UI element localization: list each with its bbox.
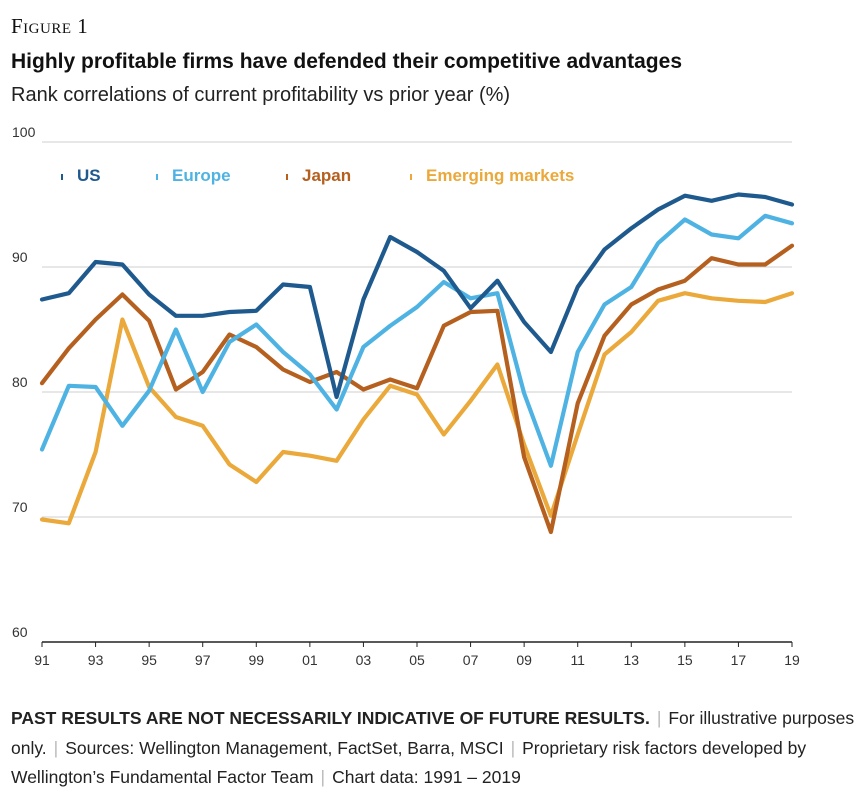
series-line-emerging-markets xyxy=(39,291,795,526)
disclaimer: PAST RESULTS ARE NOT NECESSARILY INDICAT… xyxy=(11,708,650,728)
x-tick-label: 07 xyxy=(463,652,479,668)
chart-data-note: Chart data: 1991 – 2019 xyxy=(332,767,521,787)
figure-label: Figure 1 xyxy=(11,14,89,38)
x-axis: 91 93 95 97 99 01 03 05 07 09 11 13 15 17 19 xyxy=(34,641,800,668)
series-line-us xyxy=(39,192,795,400)
y-tick-label: 100 xyxy=(12,124,36,140)
sources-note: Sources: Wellington Management, FactSet,… xyxy=(65,737,504,758)
separator: | xyxy=(320,767,326,787)
x-tick-label: 13 xyxy=(623,652,639,668)
x-tick-label: 11 xyxy=(570,652,585,668)
x-tick-label: 05 xyxy=(409,652,425,668)
y-tick-label: 70 xyxy=(12,499,28,515)
legend-label: US xyxy=(77,166,101,185)
chart-subtitle: Rank correlations of current profitabili… xyxy=(11,84,511,106)
series-line-europe xyxy=(39,213,795,468)
factors-note: Proprietary risk factors developed by We… xyxy=(11,737,807,788)
illustrative-note: For illustrative purposes only. xyxy=(11,708,855,758)
x-tick-label: 03 xyxy=(356,652,372,668)
x-tick-label: 09 xyxy=(516,652,532,668)
x-tick-label: 97 xyxy=(195,652,211,668)
x-tick-label: 95 xyxy=(141,652,157,668)
y-tick-label: 80 xyxy=(12,374,28,390)
x-tick-label: 15 xyxy=(677,652,693,668)
series-lines xyxy=(39,192,795,535)
y-tick-label: 90 xyxy=(12,249,28,265)
x-tick-label: 01 xyxy=(302,652,318,668)
legend-label: Japan xyxy=(302,166,351,185)
chart-footer: PAST RESULTS ARE NOT NECESSARILY INDICAT… xyxy=(11,704,856,793)
gridlines xyxy=(42,141,792,518)
series-line-japan xyxy=(39,243,795,535)
x-tick-label: 99 xyxy=(248,652,264,668)
x-tick-label: 19 xyxy=(784,652,800,668)
x-tick-label: 93 xyxy=(88,652,104,668)
chart-title: Highly profitable firms have defended th… xyxy=(11,50,682,73)
x-tick-label: 17 xyxy=(731,652,747,668)
separator: | xyxy=(510,737,516,758)
separator: | xyxy=(656,708,662,728)
legend: US Europe Japan Emerging markets xyxy=(61,166,574,185)
x-tick-label: 91 xyxy=(34,652,50,668)
separator: | xyxy=(53,737,59,758)
line-chart: 60 70 80 90 100 91 93 95 97 99 01 03 05 07 09 11 13 15 17… xyxy=(12,124,800,668)
y-tick-label: 60 xyxy=(12,624,28,640)
legend-label: Europe xyxy=(172,166,231,185)
y-axis-labels: 60 70 80 90 100 xyxy=(12,124,36,640)
legend-label: Emerging markets xyxy=(426,166,574,185)
